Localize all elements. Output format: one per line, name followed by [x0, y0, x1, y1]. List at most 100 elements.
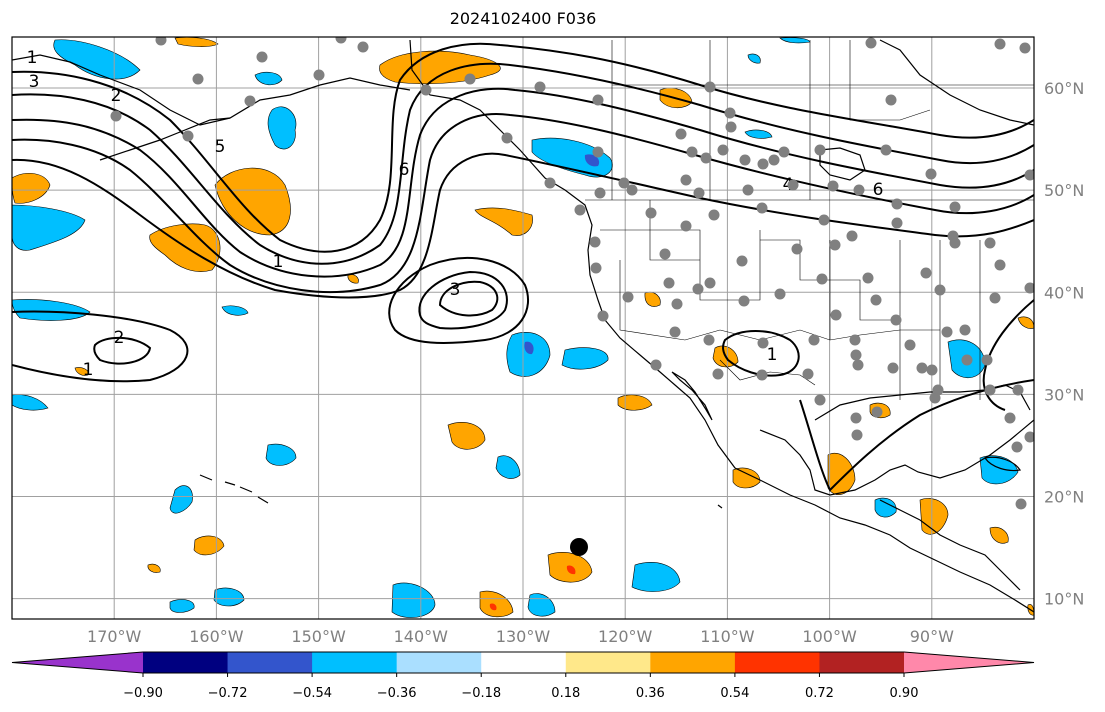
station-marker — [590, 262, 602, 274]
colorbar-segment — [481, 652, 567, 673]
coastlines — [12, 39, 1034, 613]
station-marker — [887, 362, 899, 374]
station-marker — [693, 187, 705, 199]
station-marker — [994, 259, 1006, 271]
negative-anomaly-region — [12, 299, 91, 321]
alaska-coast — [12, 54, 411, 126]
station-marker — [464, 73, 476, 85]
station-marker — [850, 349, 862, 361]
station-marker — [618, 177, 630, 189]
station-marker — [686, 146, 698, 158]
negative-anomaly-region — [169, 485, 193, 514]
station-marker — [335, 37, 347, 44]
positive-anomaly-region — [1017, 316, 1034, 329]
positive-anomaly-region — [479, 590, 514, 618]
lon-tick-label: 150°W — [291, 627, 346, 646]
positive-anomaly-region — [347, 274, 359, 284]
station-marker — [949, 237, 961, 249]
station-marker — [959, 324, 971, 336]
colorbar-segment — [734, 652, 820, 673]
colorbar-segment — [143, 652, 229, 673]
station-marker — [757, 337, 769, 349]
gulf-of-mexico-coast — [759, 419, 1034, 496]
colorbar-segment — [227, 652, 313, 673]
station-marker — [929, 392, 941, 404]
negative-anomaly-region — [495, 455, 521, 479]
hudson-bay-coast — [819, 147, 866, 181]
colorbar-segment — [12, 652, 143, 673]
station-marker — [891, 217, 903, 229]
station-marker — [941, 326, 953, 338]
station-marker — [926, 364, 938, 376]
contour-label: 2 — [111, 86, 122, 106]
station-marker — [704, 81, 716, 93]
station-marker — [849, 334, 861, 346]
station-marker — [724, 107, 736, 119]
station-marker — [182, 130, 194, 142]
negative-anomaly-region — [391, 582, 436, 618]
contour-label: 2 — [114, 328, 125, 348]
station-marker — [852, 359, 864, 371]
east-canada-coast — [879, 39, 1034, 126]
gulf-coast-us — [814, 384, 1031, 421]
colorbar-tick-label: −0.72 — [208, 686, 248, 701]
colorbar-segment — [650, 652, 736, 673]
station-marker — [846, 230, 858, 242]
station-marker — [592, 94, 604, 106]
station-marker — [791, 243, 803, 255]
negative-anomaly-region — [527, 593, 556, 617]
positive-anomaly-region — [617, 394, 653, 411]
station-marker — [816, 273, 828, 285]
colorbar-tick-label: −0.54 — [292, 686, 332, 701]
negative-anomaly-core — [584, 154, 600, 167]
negative-anomaly-region — [213, 587, 245, 607]
positive-anomaly-region — [379, 50, 501, 85]
station-marker — [818, 214, 830, 226]
station-marker — [592, 146, 604, 158]
negative-anomaly-region — [169, 599, 195, 613]
station-marker — [725, 121, 737, 133]
negative-anomaly-region — [506, 332, 551, 377]
station-marker — [1015, 498, 1027, 510]
colorbar-tick-label: 0.72 — [805, 686, 834, 701]
station-marker — [814, 394, 826, 406]
lat-tick-label: 10°N — [1044, 590, 1084, 609]
positive-anomaly-region — [644, 292, 661, 307]
negative-anomaly-region — [12, 204, 86, 251]
negative-anomaly-core — [524, 341, 534, 355]
station-marker — [802, 368, 814, 380]
station-marker — [574, 204, 586, 216]
lon-tick-label: 140°W — [394, 627, 449, 646]
station-marker — [680, 174, 692, 186]
anomaly-shading — [12, 37, 1034, 618]
station-marker — [663, 277, 675, 289]
colorbar-tick-label: 0.36 — [636, 686, 665, 701]
lon-tick-label: 170°W — [87, 627, 142, 646]
colorbar: −0.90 −0.72 −0.54 −0.36 −0.18 0.18 0.36 0.54 0.7… — [11, 651, 1035, 701]
lon-tick-label: 130°W — [496, 627, 551, 646]
negative-anomaly-region — [979, 455, 1019, 485]
negative-anomaly-region — [531, 137, 613, 178]
station-marker — [501, 132, 513, 144]
baja-california — [671, 371, 713, 421]
positive-anomaly-region — [732, 467, 761, 489]
station-marker — [1024, 431, 1034, 443]
negative-anomaly-region — [744, 129, 773, 139]
colorbar-segment — [396, 652, 482, 673]
central-america — [879, 499, 1021, 591]
station-marker — [739, 154, 751, 166]
station-marker — [827, 180, 839, 192]
contour-label: 1 — [83, 360, 94, 380]
lon-tick-label: 90°W — [910, 627, 954, 646]
station-marker — [544, 177, 556, 189]
positive-anomaly-core — [489, 603, 497, 611]
station-marker — [925, 168, 937, 180]
lon-tick-label: 120°W — [598, 627, 653, 646]
station-marker — [1004, 412, 1016, 424]
hawaii-islands — [199, 474, 269, 504]
cuba — [983, 456, 1021, 472]
latitude-axis: 60°N 50°N 40°N 30°N 20°N 10°N — [1044, 79, 1084, 609]
station-marker — [1024, 169, 1034, 181]
station-marker — [984, 237, 996, 249]
